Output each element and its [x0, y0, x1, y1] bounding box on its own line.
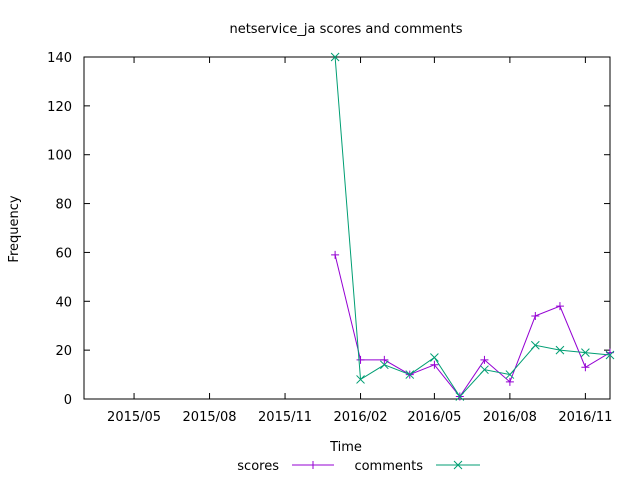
x-tick-label: 2016/02	[334, 410, 388, 425]
chart-title: netservice_ja scores and comments	[229, 22, 462, 37]
y-tick-label: 100	[47, 149, 72, 164]
data-point-comments	[555, 345, 565, 355]
x-tick-label: 2015/05	[107, 410, 161, 425]
legend-label: comments	[354, 459, 423, 474]
x-tick-label: 2016/11	[558, 410, 612, 425]
x-tick-label: 2016/08	[483, 410, 537, 425]
legend-label: scores	[237, 459, 279, 474]
data-point-scores	[505, 377, 514, 386]
x-tick-label: 2016/05	[407, 410, 461, 425]
legend: scores comments	[237, 459, 480, 474]
y-tick-label: 140	[47, 51, 72, 66]
legend-item-scores: scores	[237, 459, 334, 474]
y-tick-label: 20	[55, 344, 72, 359]
series-layer	[330, 52, 615, 401]
x-tick-label: 2015/11	[258, 410, 312, 425]
y-tick-label: 0	[64, 393, 72, 408]
plot-frame	[83, 56, 611, 400]
data-point-comments	[530, 340, 540, 350]
legend-swatch-marker	[309, 461, 317, 469]
data-point-scores	[380, 355, 389, 364]
data-point-comments	[405, 370, 415, 379]
series-comments	[330, 52, 615, 401]
legend-item-comments: comments	[354, 459, 480, 474]
x-tick-label: 2015/08	[183, 410, 237, 425]
y-tick-label: 60	[55, 246, 72, 261]
data-point-comments	[605, 350, 615, 360]
y-axis-label: Frequency	[7, 195, 22, 262]
data-point-comments	[356, 375, 365, 384]
y-tick-label: 80	[55, 198, 72, 213]
data-point-scores	[430, 360, 439, 369]
legend-swatch-marker	[453, 460, 463, 470]
series-line-scores	[334, 254, 611, 398]
data-point-comments	[581, 348, 590, 357]
y-tick-label: 120	[47, 100, 72, 115]
data-point-comments	[430, 353, 439, 362]
data-point-comments	[330, 52, 340, 62]
data-point-scores	[331, 250, 340, 259]
data-point-scores	[480, 355, 489, 364]
data-point-comments	[455, 392, 465, 401]
y-tick-label: 40	[55, 295, 72, 310]
series-line-comments	[334, 56, 611, 398]
data-point-scores	[581, 363, 590, 372]
x-axis-label: Time	[329, 440, 362, 455]
data-point-comments	[505, 370, 515, 379]
data-point-scores	[356, 355, 365, 364]
series-scores	[331, 250, 614, 401]
data-point-comments	[480, 365, 489, 375]
data-point-comments	[379, 360, 389, 370]
data-point-scores	[555, 302, 564, 311]
data-point-scores	[531, 311, 540, 320]
axes: 0 20 40 60 80 100 120 140 2015/05 2015/08 2015/11 2…	[47, 51, 612, 425]
